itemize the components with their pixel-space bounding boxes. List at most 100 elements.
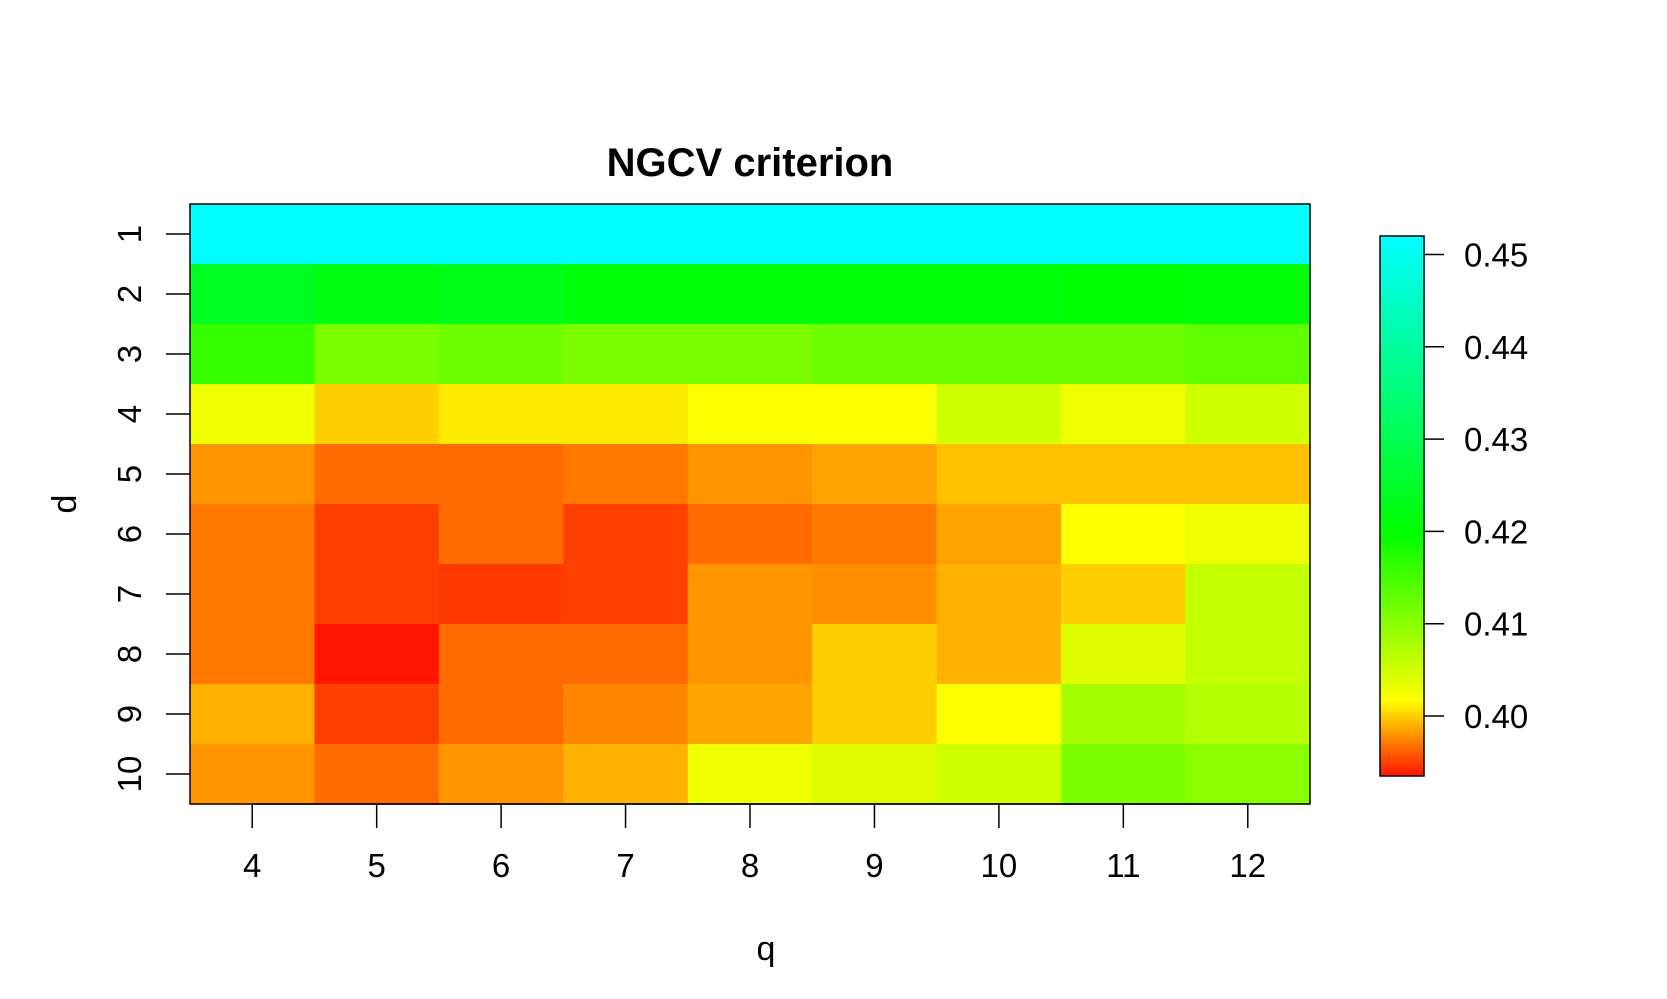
heatmap-cell-d6-q4 — [190, 504, 316, 565]
heatmap-cell-d4-q8 — [687, 384, 813, 445]
heatmap-cell-d9-q11 — [1061, 684, 1187, 745]
y-axis: 1 2 3 4 5 6 7 8 9 10 — [111, 225, 190, 793]
heatmap-cell-d6-q9 — [812, 504, 938, 565]
heatmap-cell-d1-q5 — [314, 204, 440, 265]
heatmap-cell-d9-q9 — [812, 684, 938, 745]
colorbar-tick-label: 0.41 — [1464, 606, 1528, 643]
heatmap-cell-d10-q4 — [190, 744, 316, 805]
heatmap-cell-d10-q12 — [1185, 744, 1311, 805]
heatmap-cell-d2-q10 — [936, 264, 1062, 325]
heatmap-cell-d7-q5 — [314, 564, 440, 625]
heatmap-cell-d6-q12 — [1185, 504, 1311, 565]
heatmap-cell-d2-q9 — [812, 264, 938, 325]
heatmap-cell-d8-q7 — [563, 624, 689, 685]
y-tick-label: 10 — [111, 756, 148, 793]
heatmap-cell-d7-q10 — [936, 564, 1062, 625]
y-tick-label: 4 — [111, 405, 148, 423]
x-tick-label: 6 — [492, 847, 510, 884]
heatmap-cell-d4-q12 — [1185, 384, 1311, 445]
heatmap-cell-d9-q7 — [563, 684, 689, 745]
x-tick-label: 12 — [1229, 847, 1266, 884]
x-tick-label: 5 — [367, 847, 385, 884]
heatmap-cell-d10-q6 — [438, 744, 564, 805]
heatmap-cell-d5-q10 — [936, 444, 1062, 505]
heatmap-cell-d9-q6 — [438, 684, 564, 745]
heatmap-cell-d3-q12 — [1185, 324, 1311, 385]
heatmap-cell-d6-q5 — [314, 504, 440, 565]
heatmap-cell-d10-q11 — [1061, 744, 1187, 805]
y-tick-label: 6 — [111, 525, 148, 543]
heatmap-cells — [190, 204, 1311, 805]
heatmap-cell-d2-q8 — [687, 264, 813, 325]
x-tick-label: 8 — [741, 847, 759, 884]
y-tick-label: 9 — [111, 705, 148, 723]
heatmap-cell-d4-q4 — [190, 384, 316, 445]
heatmap-cell-d3-q8 — [687, 324, 813, 385]
heatmap-cell-d2-q12 — [1185, 264, 1311, 325]
heatmap-cell-d6-q6 — [438, 504, 564, 565]
heatmap-cell-d4-q6 — [438, 384, 564, 445]
x-tick-label: 11 — [1106, 847, 1140, 884]
heatmap-cell-d2-q4 — [190, 264, 316, 325]
heatmap-cell-d10-q8 — [687, 744, 813, 805]
heatmap-cell-d10-q10 — [936, 744, 1062, 805]
colorbar — [1380, 236, 1424, 776]
heatmap-cell-d8-q8 — [687, 624, 813, 685]
heatmap-cell-d1-q9 — [812, 204, 938, 265]
heatmap-cell-d6-q11 — [1061, 504, 1187, 565]
heatmap-cell-d8-q12 — [1185, 624, 1311, 685]
heatmap-cell-d10-q5 — [314, 744, 440, 805]
heatmap-cell-d5-q7 — [563, 444, 689, 505]
heatmap-cell-d4-q9 — [812, 384, 938, 445]
heatmap-cell-d4-q5 — [314, 384, 440, 445]
heatmap-cell-d5-q5 — [314, 444, 440, 505]
x-axis-label: q — [757, 930, 776, 968]
y-tick-label: 2 — [111, 285, 148, 303]
x-tick-label: 7 — [616, 847, 634, 884]
heatmap-cell-d5-q6 — [438, 444, 564, 505]
colorbar-tick-label: 0.43 — [1464, 421, 1528, 458]
heatmap-cell-d1-q11 — [1061, 204, 1187, 265]
heatmap-cell-d8-q4 — [190, 624, 316, 685]
heatmap-cell-d6-q7 — [563, 504, 689, 565]
heatmap-cell-d2-q5 — [314, 264, 440, 325]
heatmap-cell-d7-q4 — [190, 564, 316, 625]
heatmap-cell-d8-q5 — [314, 624, 440, 685]
colorbar-frame — [1379, 235, 1425, 777]
heatmap-cell-d4-q10 — [936, 384, 1062, 445]
heatmap-cell-d5-q11 — [1061, 444, 1187, 505]
heatmap-cell-d1-q8 — [687, 204, 813, 265]
chart-title: NGCV criterion — [607, 141, 894, 185]
heatmap-cell-d9-q8 — [687, 684, 813, 745]
heatmap-cell-d5-q8 — [687, 444, 813, 505]
heatmap-cell-d3-q11 — [1061, 324, 1187, 385]
heatmap-cell-d2-q7 — [563, 264, 689, 325]
heatmap-cell-d1-q12 — [1185, 204, 1311, 265]
heatmap-cell-d1-q4 — [190, 204, 316, 265]
heatmap-cell-d5-q9 — [812, 444, 938, 505]
x-tick-label: 10 — [981, 847, 1018, 884]
heatmap-cell-d8-q10 — [936, 624, 1062, 685]
heatmap-cell-d10-q7 — [563, 744, 689, 805]
heatmap-cell-d1-q6 — [438, 204, 564, 265]
heatmap-cell-d3-q7 — [563, 324, 689, 385]
heatmap-cell-d7-q8 — [687, 564, 813, 625]
heatmap-cell-d7-q7 — [563, 564, 689, 625]
x-tick-label: 4 — [243, 847, 261, 884]
heatmap-cell-d5-q12 — [1185, 444, 1311, 505]
y-tick-label: 5 — [111, 465, 148, 483]
heatmap-cell-d3-q10 — [936, 324, 1062, 385]
y-tick-label: 8 — [111, 645, 148, 663]
heatmap-cell-d3-q4 — [190, 324, 316, 385]
heatmap-cell-d9-q10 — [936, 684, 1062, 745]
heatmap-cell-d8-q9 — [812, 624, 938, 685]
heatmap-cell-d3-q6 — [438, 324, 564, 385]
colorbar-tick-label: 0.42 — [1464, 513, 1528, 550]
heatmap-cell-d9-q5 — [314, 684, 440, 745]
y-axis-label: d — [46, 495, 84, 514]
heatmap-cell-d9-q12 — [1185, 684, 1311, 745]
heatmap-cell-d2-q6 — [438, 264, 564, 325]
heatmap-cell-d6-q10 — [936, 504, 1062, 565]
heatmap-cell-d3-q9 — [812, 324, 938, 385]
